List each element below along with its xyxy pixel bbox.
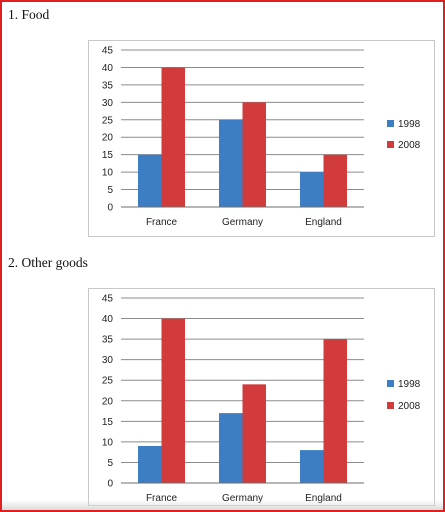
section-heading-other-goods: 2. Other goods xyxy=(8,255,88,270)
food-bar-2008-france xyxy=(161,67,185,207)
other-goods-bar-1998-france xyxy=(138,446,162,483)
food-category-label: England xyxy=(305,217,342,228)
food-ytick-label: 45 xyxy=(102,46,114,57)
other-goods-chart: 0 5 10 15 20 25 30 35 40 45 France Germany England 19… xyxy=(88,288,435,506)
section-heading-food: 1. Food xyxy=(8,7,50,22)
other-goods-bar-2008-england xyxy=(323,339,347,483)
food-legend-label: 1998 xyxy=(398,119,421,130)
food-ytick-label: 10 xyxy=(102,168,114,179)
food-bar-2008-england xyxy=(323,154,347,207)
food-ytick-label: 20 xyxy=(102,133,114,144)
food-ytick-label: 40 xyxy=(102,63,114,74)
food-chart-svg: 0 5 10 15 20 25 30 35 40 45 France Germany England 19… xyxy=(102,46,421,229)
other-goods-ytick-label: 0 xyxy=(107,479,113,490)
other-goods-ytick-label: 40 xyxy=(102,314,114,325)
food-bar-1998-england xyxy=(300,172,324,207)
food-ytick-label: 15 xyxy=(102,150,114,161)
food-ytick-label: 35 xyxy=(102,80,114,91)
food-chart: 0 5 10 15 20 25 30 35 40 45 France Germany England 19… xyxy=(88,40,435,237)
food-legend-swatch-1998 xyxy=(387,120,394,127)
other-goods-ytick-label: 15 xyxy=(102,417,114,428)
food-legend-label: 2008 xyxy=(398,140,421,151)
other-goods-legend-swatch-1998 xyxy=(387,380,394,387)
food-ytick-label: 30 xyxy=(102,98,114,109)
food-bar-2008-germany xyxy=(242,102,266,207)
other-goods-legend-label: 2008 xyxy=(398,401,421,412)
food-category-label: Germany xyxy=(222,217,263,228)
other-goods-category-label: Germany xyxy=(222,493,263,504)
other-goods-chart-svg: 0 5 10 15 20 25 30 35 40 45 France Germany England 19… xyxy=(102,294,421,505)
other-goods-bar-1998-england xyxy=(300,450,324,483)
other-goods-bar-2008-france xyxy=(161,318,185,483)
food-bar-1998-germany xyxy=(219,119,243,207)
other-goods-ytick-label: 25 xyxy=(102,376,114,387)
food-category-label: France xyxy=(146,217,178,228)
other-goods-ytick-label: 10 xyxy=(102,437,114,448)
food-ytick-label: 25 xyxy=(102,115,114,126)
other-goods-category-label: England xyxy=(305,493,342,504)
food-bar-1998-france xyxy=(138,154,162,207)
other-goods-ytick-label: 45 xyxy=(102,294,114,305)
other-goods-ytick-label: 20 xyxy=(102,396,114,407)
other-goods-bar-2008-germany xyxy=(242,384,266,483)
other-goods-ytick-label: 35 xyxy=(102,335,114,346)
other-goods-category-label: France xyxy=(146,493,178,504)
food-ytick-label: 5 xyxy=(107,185,113,196)
food-ytick-label: 0 xyxy=(107,203,113,214)
food-legend-swatch-2008 xyxy=(387,141,394,148)
other-goods-ytick-label: 30 xyxy=(102,355,114,366)
other-goods-legend-swatch-2008 xyxy=(387,402,394,409)
other-goods-bar-1998-germany xyxy=(219,413,243,483)
bottom-fade xyxy=(2,500,443,510)
other-goods-legend-label: 1998 xyxy=(398,379,421,390)
other-goods-ytick-label: 5 xyxy=(107,458,113,469)
